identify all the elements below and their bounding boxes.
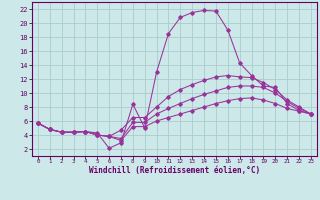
X-axis label: Windchill (Refroidissement éolien,°C): Windchill (Refroidissement éolien,°C)	[89, 166, 260, 175]
